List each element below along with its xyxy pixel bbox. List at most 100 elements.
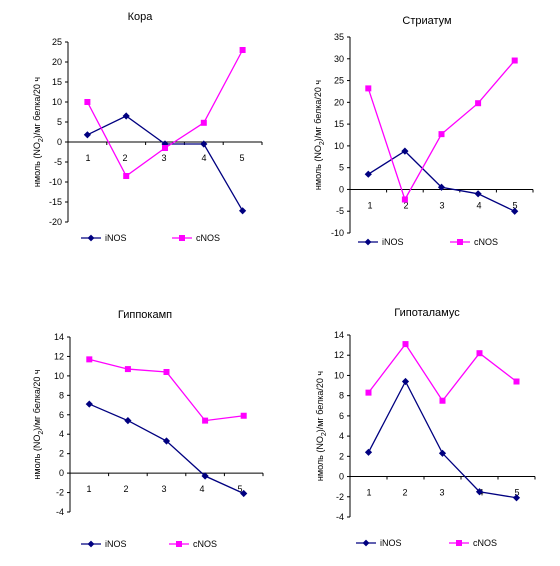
data-point-iNOS (162, 437, 171, 445)
y-tick-label: 10 (54, 371, 64, 381)
data-point-cNOS (162, 145, 168, 151)
series-line-cNOS (367, 60, 516, 202)
y-tick-label: 30 (334, 54, 344, 64)
x-tick-label: 2 (122, 153, 127, 163)
x-tick-label: 2 (123, 484, 128, 494)
legend-label-cNOS: cNOS (473, 538, 497, 548)
y-tick-label: 4 (59, 429, 64, 439)
x-tick-label: 2 (403, 200, 408, 210)
legend-label-cNOS: cNOS (474, 237, 498, 247)
data-point-cNOS (365, 85, 372, 92)
y-axis-label: нмоль (NO2)/мг белка/20 ч (32, 77, 45, 187)
y-tick-label: 0 (59, 468, 64, 478)
y-tick-label: 14 (54, 332, 64, 342)
y-tick-label: -5 (54, 157, 62, 167)
x-tick-label: 1 (85, 153, 90, 163)
y-tick-label: -10 (49, 177, 62, 187)
y-axis-label-part: )/мг белка/20 ч (315, 371, 325, 433)
x-tick-label: 5 (512, 200, 517, 210)
y-axis-label: нмоль (NO2)/мг белка/20 ч (315, 371, 328, 481)
data-point-cNOS (439, 397, 446, 404)
y-axis-label-subscript: 2 (38, 431, 45, 435)
x-tick-label: 3 (439, 200, 444, 210)
data-point-cNOS (402, 341, 409, 348)
data-point-cNOS (163, 369, 170, 375)
y-tick-label: 5 (339, 163, 344, 173)
series-line-iNOS (87, 115, 244, 212)
data-point-iNOS (240, 489, 248, 498)
y-axis-label-subscript: 2 (321, 432, 328, 436)
y-tick-label: -5 (336, 206, 344, 216)
y-axis-label-part: )/мг белка/20 ч (32, 77, 42, 139)
chart-title: Кора (128, 11, 154, 23)
legend-marker-iNOS (87, 234, 95, 242)
y-tick-label: 2 (339, 451, 344, 461)
y-axis-label: нмоль (NO2)/мг белка/20 ч (32, 369, 45, 479)
y-tick-label: 10 (334, 141, 344, 151)
y-tick-label: 0 (339, 472, 344, 482)
y-tick-label: 20 (334, 97, 344, 107)
x-tick-label: 4 (199, 484, 204, 494)
legend-marker-cNOS (456, 540, 462, 546)
y-tick-label: -10 (331, 228, 344, 238)
data-point-iNOS (124, 417, 132, 425)
y-tick-label: -4 (336, 512, 344, 522)
data-point-cNOS (202, 417, 209, 424)
x-tick-label: 1 (367, 200, 372, 210)
y-tick-label: 5 (57, 117, 62, 127)
data-point-iNOS (364, 170, 372, 178)
data-point-iNOS (201, 472, 209, 480)
data-point-cNOS (365, 389, 372, 396)
x-tick-label: 3 (161, 484, 166, 494)
data-point-cNOS (200, 119, 207, 126)
y-axis-label-part: нмоль (NO (313, 145, 323, 190)
data-point-iNOS (401, 377, 410, 386)
y-axis-label-subscript: 2 (319, 141, 326, 145)
data-point-cNOS (124, 366, 131, 373)
y-tick-label: 14 (334, 330, 344, 340)
x-tick-label: 1 (366, 488, 371, 498)
y-tick-label: -20 (49, 217, 62, 227)
y-tick-label: 8 (339, 391, 344, 401)
legend-label-iNOS: iNOS (105, 539, 127, 549)
legend-label-cNOS: cNOS (196, 233, 220, 243)
chart-panel-2: Стриатум 35 30 25 20 15 10 5 0 -5 -10 1 2 3 4 5 нмоль (N… (313, 15, 534, 247)
data-point-iNOS (200, 140, 208, 148)
series-line-iNOS (89, 403, 244, 495)
legend-marker-cNOS (179, 235, 185, 241)
y-tick-label: 8 (59, 390, 64, 400)
y-tick-label: 15 (334, 119, 344, 129)
chart-title: Гипоталамус (394, 307, 460, 319)
legend-label-iNOS: iNOS (380, 538, 402, 548)
x-tick-label: 1 (86, 484, 91, 494)
legend-marker-iNOS (87, 540, 95, 548)
legend-label-iNOS: iNOS (105, 233, 127, 243)
y-tick-label: 6 (339, 411, 344, 421)
y-tick-label: -2 (336, 492, 344, 502)
y-axis-label-part: нмоль (NO (32, 142, 42, 187)
legend-label-iNOS: iNOS (382, 237, 404, 247)
y-tick-label: -2 (56, 488, 64, 498)
data-point-iNOS (511, 207, 519, 215)
data-point-iNOS (364, 448, 373, 456)
data-point-iNOS (401, 147, 409, 155)
chart-title: Гиппокамп (118, 309, 172, 321)
data-point-cNOS (123, 173, 130, 179)
data-point-iNOS (512, 494, 521, 502)
y-tick-label: 0 (57, 137, 62, 147)
y-tick-label: 2 (59, 449, 64, 459)
y-tick-label: 12 (54, 351, 64, 361)
y-tick-label: 25 (52, 37, 62, 47)
data-point-iNOS (122, 112, 130, 120)
y-tick-label: 4 (339, 431, 344, 441)
data-point-cNOS (239, 47, 246, 53)
data-point-cNOS (511, 57, 518, 64)
legend-marker-cNOS (457, 239, 463, 245)
series-line-cNOS (89, 358, 244, 422)
data-point-cNOS (438, 131, 445, 138)
x-tick-label: 3 (439, 488, 444, 498)
data-point-cNOS (84, 99, 91, 105)
